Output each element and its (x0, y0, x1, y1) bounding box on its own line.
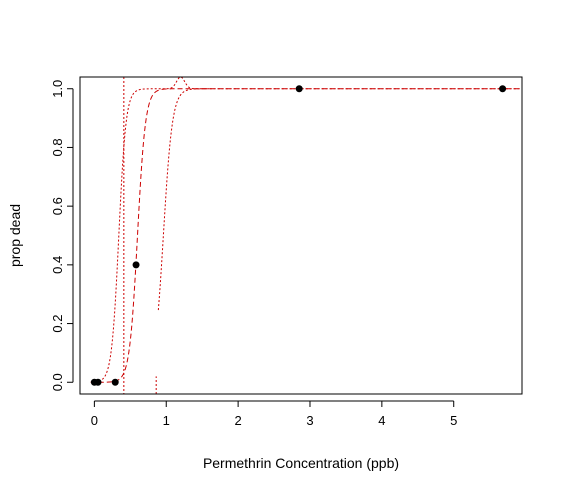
x-tick-label: 4 (378, 413, 385, 428)
y-tick-label: 0.8 (50, 138, 65, 156)
upper-confidence-band (90, 76, 210, 383)
y-tick-label: 1.0 (50, 80, 65, 98)
fitted-curves (90, 76, 522, 394)
data-point (132, 261, 140, 269)
lower-confidence-band (157, 88, 522, 311)
data-point (295, 85, 303, 93)
y-tick-label: 0.6 (50, 197, 65, 215)
x-tick-label: 5 (450, 413, 457, 428)
data-point (111, 378, 119, 386)
y-tick-label: 0.4 (50, 256, 65, 274)
data-points (90, 85, 507, 386)
fitted-curve (90, 88, 522, 383)
data-point (94, 378, 102, 386)
y-tick-label: 0.2 (50, 315, 65, 333)
y-axis: 0.0 0.2 0.4 0.6 0.8 1.0 (50, 80, 74, 391)
plot-area-frame (79, 76, 523, 395)
x-tick-label: 0 (91, 413, 98, 428)
x-axis: 0 1 2 3 4 5 (91, 400, 457, 428)
data-point (499, 85, 507, 93)
y-axis-label: prop dead (7, 204, 23, 267)
x-tick-label: 1 (163, 413, 170, 428)
x-tick-label: 3 (306, 413, 313, 428)
x-tick-label: 2 (234, 413, 241, 428)
y-tick-label: 0.0 (50, 373, 65, 391)
x-axis-label: Permethrin Concentration (ppb) (203, 455, 399, 471)
